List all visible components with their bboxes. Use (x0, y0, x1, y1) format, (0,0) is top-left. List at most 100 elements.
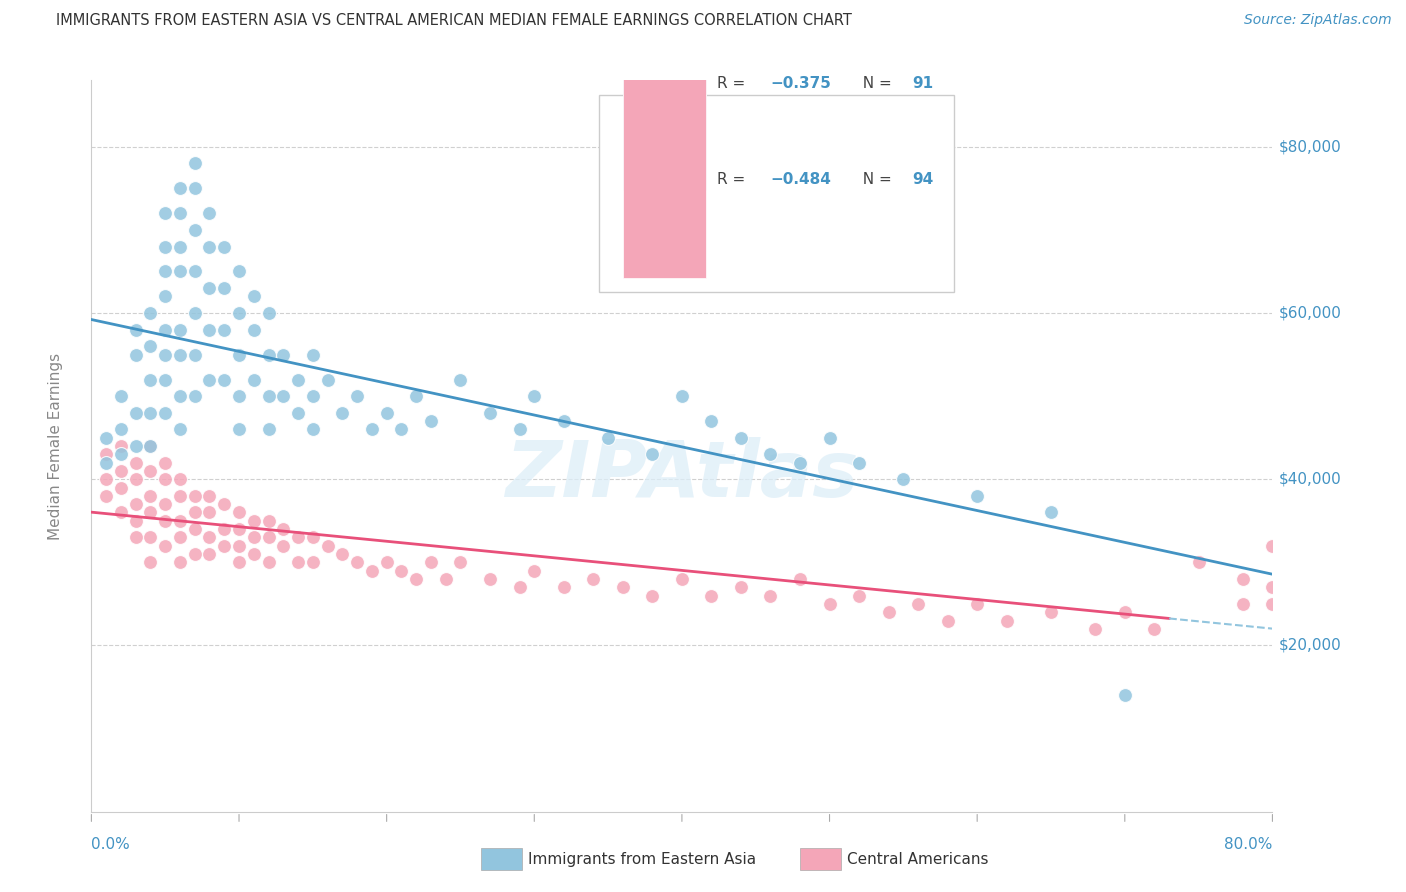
Point (153, 289, 177, 303)
Point (96, 447, 118, 461)
FancyBboxPatch shape (599, 95, 953, 293)
Point (198, 506, 221, 520)
Point (110, 389, 132, 403)
Point (214, 323, 236, 337)
Point (169, 389, 191, 403)
Point (257, 306, 280, 320)
Text: 0.0%: 0.0% (91, 838, 131, 853)
Point (214, 497, 236, 511)
Point (124, 497, 148, 511)
Point (228, 389, 250, 403)
Point (243, 323, 266, 337)
Point (124, 530, 148, 544)
Point (124, 348, 148, 362)
Point (198, 530, 221, 544)
Point (287, 372, 309, 386)
Text: −0.375: −0.375 (770, 77, 831, 92)
Point (848, 456, 870, 470)
Point (228, 522, 250, 536)
Point (273, 522, 295, 536)
Point (273, 539, 295, 553)
Point (450, 372, 472, 386)
Point (389, 564, 413, 578)
Point (198, 323, 221, 337)
Point (169, 489, 191, 503)
Point (1261, 580, 1284, 594)
Point (301, 422, 323, 436)
Point (243, 530, 266, 544)
Point (523, 389, 546, 403)
Point (110, 447, 132, 461)
Point (332, 547, 354, 561)
Point (139, 555, 162, 569)
Point (612, 580, 634, 594)
Point (509, 422, 531, 436)
Point (257, 389, 280, 403)
Point (700, 589, 723, 603)
Point (789, 572, 811, 586)
Point (1261, 539, 1284, 553)
Point (332, 406, 354, 420)
Point (183, 156, 207, 170)
Point (1232, 572, 1254, 586)
Point (198, 206, 221, 220)
Point (153, 406, 177, 420)
Point (1114, 689, 1136, 703)
Point (183, 306, 207, 320)
Point (1143, 622, 1166, 636)
Point (360, 564, 382, 578)
Point (419, 555, 441, 569)
Point (169, 555, 191, 569)
Point (183, 181, 207, 195)
Text: Median Female Earnings: Median Female Earnings (48, 352, 63, 540)
Point (1232, 597, 1254, 611)
Point (139, 464, 162, 478)
Text: Immigrants from Eastern Asia: Immigrants from Eastern Asia (529, 853, 756, 868)
Point (124, 472, 148, 486)
Point (257, 530, 280, 544)
Point (169, 348, 191, 362)
Text: $60,000: $60,000 (1278, 306, 1341, 320)
Point (995, 614, 1018, 628)
Point (139, 339, 162, 353)
Point (966, 597, 988, 611)
Point (169, 206, 191, 220)
Point (169, 239, 191, 253)
Point (818, 597, 841, 611)
Point (1084, 622, 1107, 636)
Point (214, 372, 236, 386)
Point (139, 530, 162, 544)
Point (110, 506, 132, 520)
Point (169, 514, 191, 528)
Text: ZIPAtlas: ZIPAtlas (505, 437, 859, 513)
Point (183, 264, 207, 278)
Text: $40,000: $40,000 (1278, 472, 1341, 487)
Point (228, 555, 250, 569)
Point (360, 422, 382, 436)
Point (877, 605, 900, 619)
Point (183, 489, 207, 503)
Point (966, 489, 988, 503)
Point (169, 181, 191, 195)
Text: Central Americans: Central Americans (848, 853, 988, 868)
Point (153, 206, 177, 220)
Point (139, 439, 162, 453)
Point (730, 580, 752, 594)
Point (183, 223, 207, 237)
Point (243, 289, 266, 303)
Point (198, 547, 221, 561)
Point (553, 580, 575, 594)
Point (582, 572, 605, 586)
Point (214, 239, 236, 253)
Point (789, 456, 811, 470)
Text: −0.484: −0.484 (770, 171, 831, 186)
Point (287, 555, 309, 569)
Point (759, 447, 782, 461)
Point (375, 406, 398, 420)
Text: 94: 94 (912, 171, 934, 186)
Point (153, 264, 177, 278)
Text: 91: 91 (912, 77, 934, 92)
Point (375, 555, 398, 569)
Point (228, 348, 250, 362)
Point (257, 514, 280, 528)
